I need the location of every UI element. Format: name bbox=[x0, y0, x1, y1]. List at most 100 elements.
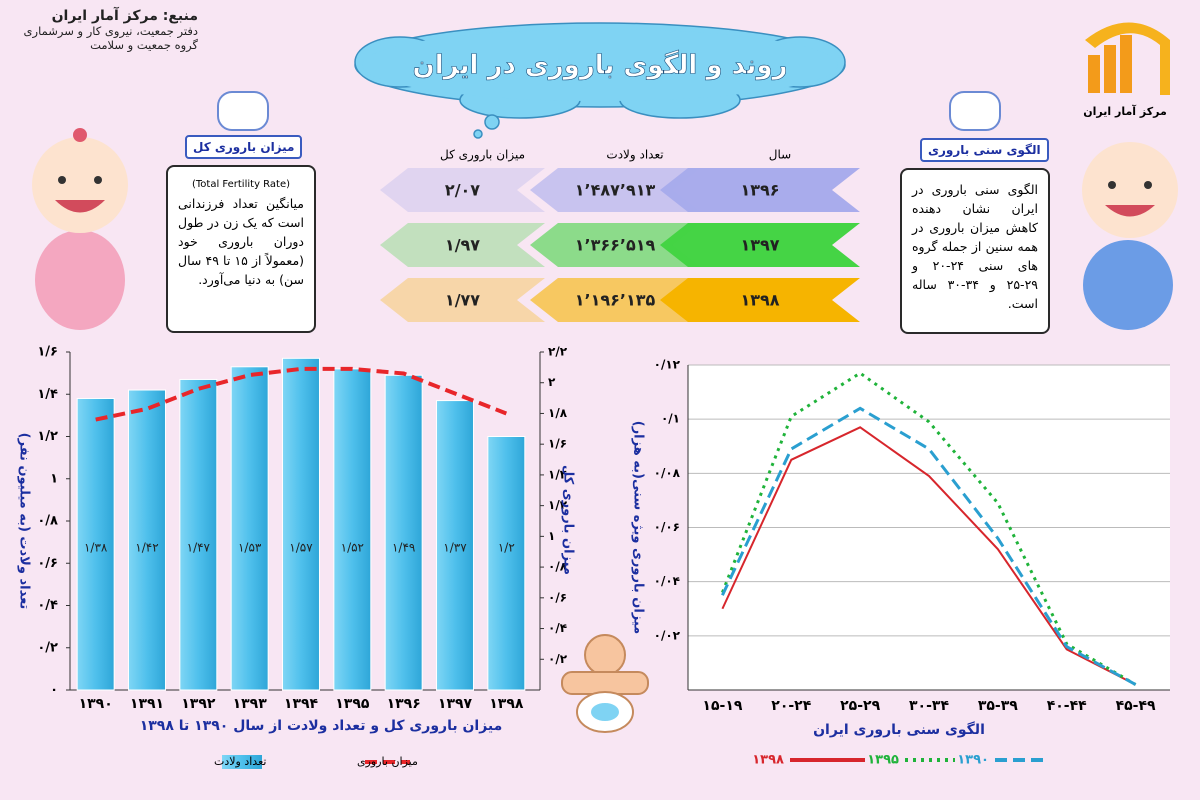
charts: ۰ ۰/۲ ۰/۴ ۰/۶ ۰/۸ ۱ ۱/۲ ۱/۴ ۱/۶ ۰/۲ ۰/۴ ۰/۶ ۰/۸ ۱ ۱/۲ ۱… bbox=[17, 345, 1170, 769]
x-tick-label: ۱۳۹۷ bbox=[438, 696, 473, 712]
table-cell-text: ۲/۰۷ bbox=[445, 181, 480, 200]
y2-tick-label: ۲/۲ bbox=[548, 345, 568, 359]
y2-tick-label: ۰/۴ bbox=[548, 621, 567, 635]
baby-boy bbox=[1082, 142, 1178, 330]
table-cell bbox=[660, 223, 860, 267]
y2-tick-label: ۱/۶ bbox=[548, 437, 567, 451]
y-tick-label: ۱/۴ bbox=[37, 387, 58, 402]
x-tick-label: ۱۳۹۰ bbox=[79, 696, 113, 712]
x-tick-label: ۱۵-۱۹ bbox=[702, 698, 742, 714]
table-cell-text: ۱٬۳۶۶٬۵۱۹ bbox=[575, 236, 656, 255]
y2-tick-label: ۱/۴ bbox=[548, 467, 567, 481]
source-title: منبع: مرکز آمار ایران bbox=[51, 8, 198, 24]
y-tick-label: ۰/۱۲ bbox=[654, 358, 681, 372]
source: منبع: مرکز آمار ایران دفتر جمعیت، نیروی … bbox=[20, 8, 198, 52]
bottle-left bbox=[217, 91, 269, 131]
x-axis-title: الگوی سنی باروری ایران bbox=[813, 721, 985, 738]
y2-tick-label: ۰/۲ bbox=[548, 652, 568, 666]
y2-tick-label: ۲ bbox=[548, 375, 556, 389]
table-cell-text: ۱٬۱۹۶٬۱۳۵ bbox=[575, 291, 656, 310]
table-cell bbox=[380, 223, 545, 267]
y-tick-label: ۰/۰۴ bbox=[654, 574, 680, 588]
baby-girl bbox=[32, 128, 128, 330]
table-header: سال bbox=[769, 148, 791, 162]
y-tick-label: ۱ bbox=[50, 471, 58, 486]
y2-tick-label: ۱ bbox=[548, 529, 555, 543]
bar-label: ۱/۲ bbox=[498, 541, 515, 555]
table-cell-text: ۱۳۹۷ bbox=[740, 236, 779, 255]
bar-label: ۱/۳۸ bbox=[84, 541, 108, 555]
y-tick-label: ۰/۱ bbox=[661, 412, 680, 426]
legend-label: میزان باروری bbox=[357, 755, 418, 768]
x-tick-label: ۱۳۹۶ bbox=[387, 696, 421, 712]
y-axis-title: میزان باروری ویژه سنی(به هزار) bbox=[631, 421, 646, 634]
bar-label: ۱/۵۲ bbox=[341, 541, 364, 555]
bar-label: ۱/۴۷ bbox=[187, 541, 211, 555]
bar bbox=[384, 374, 423, 691]
table-header: میزان باروری کل bbox=[440, 148, 525, 163]
line-series bbox=[721, 426, 1137, 686]
x-tick-label: ۳۰-۳۴ bbox=[909, 698, 949, 714]
left-box: (Total Fertility Rate) میانگین تعداد فرز… bbox=[166, 165, 316, 333]
table-cell bbox=[380, 278, 545, 322]
table-cell bbox=[660, 278, 860, 322]
y-tick-label: ۰/۰۶ bbox=[654, 520, 680, 534]
table-cell bbox=[530, 223, 700, 267]
source-line: دفتر جمعیت، نیروی کار و سرشماری bbox=[23, 24, 198, 38]
table-header: تعداد ولادت bbox=[606, 148, 663, 163]
summary-table: سال تعداد ولادت میزان باروری کل ۱۳۹۶ ۱٬۴۸۷٬۹… bbox=[380, 148, 860, 322]
x-tick-label: ۱۳۹۱ bbox=[130, 696, 164, 712]
table-cell bbox=[660, 168, 860, 212]
left-box-text: میانگین تعداد فرزندانی است که یک زن در ط… bbox=[178, 196, 305, 287]
bar bbox=[333, 368, 372, 691]
table-cell bbox=[530, 278, 700, 322]
x-tick-label: ۱۳۹۸ bbox=[489, 696, 524, 712]
legend-label: ۱۳۹۵ bbox=[867, 753, 899, 768]
bar bbox=[487, 436, 526, 691]
y-tick-label: ۰/۶ bbox=[37, 556, 58, 571]
y2-tick-label: ۰/۸ bbox=[548, 560, 568, 574]
bar bbox=[282, 357, 320, 691]
table-cell-text: ۱٬۴۸۷٬۹۱۳ bbox=[575, 181, 656, 200]
y2-axis-title: میزان باروری کل bbox=[561, 465, 576, 575]
pacifier bbox=[561, 634, 649, 733]
legend-label: تعداد ولادت bbox=[214, 755, 266, 768]
x-tick-label: ۱۳۹۳ bbox=[233, 696, 268, 712]
bar-label: ۱/۳۷ bbox=[443, 541, 467, 555]
y2-tick-label: ۰/۶ bbox=[548, 590, 567, 604]
bar-label: ۱/۴۲ bbox=[135, 541, 158, 555]
left-box-subtitle: (Total Fertility Rate) bbox=[191, 179, 290, 190]
x-tick-label: ۴۵-۴۹ bbox=[1116, 698, 1156, 714]
logo bbox=[1085, 22, 1170, 95]
legend-swatch bbox=[222, 755, 262, 769]
y2-tick-label: ۱/۸ bbox=[548, 406, 568, 420]
table-cell-text: ۱۳۹۶ bbox=[740, 181, 779, 200]
line-series bbox=[95, 366, 508, 422]
legend-label: ۱۳۹۰ bbox=[957, 753, 989, 768]
bar bbox=[179, 378, 218, 691]
y-tick-label: ۱/۶ bbox=[37, 345, 58, 360]
y-tick-label: ۰/۲ bbox=[37, 640, 58, 655]
table-cell-text: ۱/۹۷ bbox=[445, 236, 480, 255]
table-cell-text: ۱۳۹۸ bbox=[740, 291, 779, 310]
bar bbox=[128, 389, 166, 691]
y-tick-label: ۰/۸ bbox=[37, 514, 58, 529]
right-box: الگوی سنی باروری در ایران نشان دهنده کاه… bbox=[900, 168, 1050, 334]
y-tick-label: ۰/۰۸ bbox=[654, 466, 681, 480]
bottle-right bbox=[949, 91, 1001, 131]
right-box-title: الگوی سنی باروری bbox=[920, 138, 1049, 162]
y-tick-label: ۰ bbox=[50, 683, 58, 698]
logo-text: مرکز آمار ایران bbox=[1083, 104, 1167, 118]
table-cell bbox=[380, 168, 545, 212]
source-line: گروه جمعیت و سلامت bbox=[90, 38, 198, 52]
legend-label: ۱۳۹۸ bbox=[752, 753, 784, 768]
y2-tick-label: ۱/۲ bbox=[548, 498, 568, 512]
y-tick-label: ۰/۰۲ bbox=[654, 628, 681, 642]
x-tick-label: ۱۳۹۵ bbox=[335, 696, 370, 712]
bar bbox=[436, 400, 474, 691]
main-title: روند و الگوی باروری در ایران bbox=[413, 50, 788, 81]
bar-label: ۱/۵۳ bbox=[238, 541, 262, 555]
line-series bbox=[721, 406, 1137, 686]
